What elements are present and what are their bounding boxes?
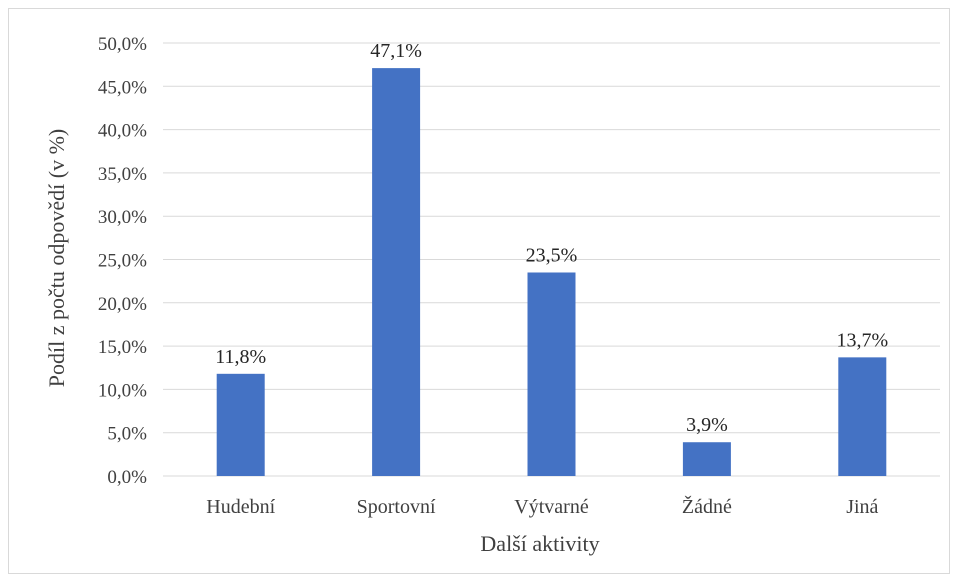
bar-3 [527,272,576,476]
category-label: Žádné [682,495,732,518]
bar-1 [216,373,265,476]
gridlines [163,42,940,477]
y-tick-label: 20,0% [98,294,147,315]
y-tick-label: 25,0% [98,251,147,272]
y-tick-label: 5,0% [107,424,147,445]
bar-2 [372,68,421,476]
category-label: Jiná [846,496,878,518]
y-tick-label: 30,0% [98,207,147,228]
data-label: 47,1% [370,40,422,62]
y-tick-labels: 0,0% 5,0% 10,0% 15,0% 20,0% 25,0% 30,0% 35,0% 40… [98,34,147,488]
bar-5 [838,357,887,476]
data-label: 13,7% [836,329,888,351]
data-labels: 11,8% 47,1% 23,5% 3,9% 13,7% [215,40,888,436]
y-axis-title: Podíl z počtu odpovědí (v %) [44,129,69,387]
data-label: 23,5% [526,244,578,266]
data-label: 11,8% [215,346,266,368]
y-tick-label: 10,0% [98,380,147,401]
y-tick-label: 50,0% [98,34,147,55]
chart-frame [8,8,950,574]
category-labels: Hudební Sportovní Výtvarné Žádné Jiná [206,495,878,518]
y-tick-label: 40,0% [98,121,147,142]
category-label: Hudební [206,496,275,518]
category-label: Výtvarné [514,496,589,518]
x-axis-title: Další aktivity [480,531,599,556]
bars [216,68,887,476]
y-tick-label: 35,0% [98,164,147,185]
data-label: 3,9% [686,414,728,436]
y-tick-label: 0,0% [107,467,147,488]
bar-4 [682,442,731,476]
y-tick-label: 15,0% [98,337,147,358]
y-tick-label: 45,0% [98,77,147,98]
category-label: Sportovní [357,496,436,518]
